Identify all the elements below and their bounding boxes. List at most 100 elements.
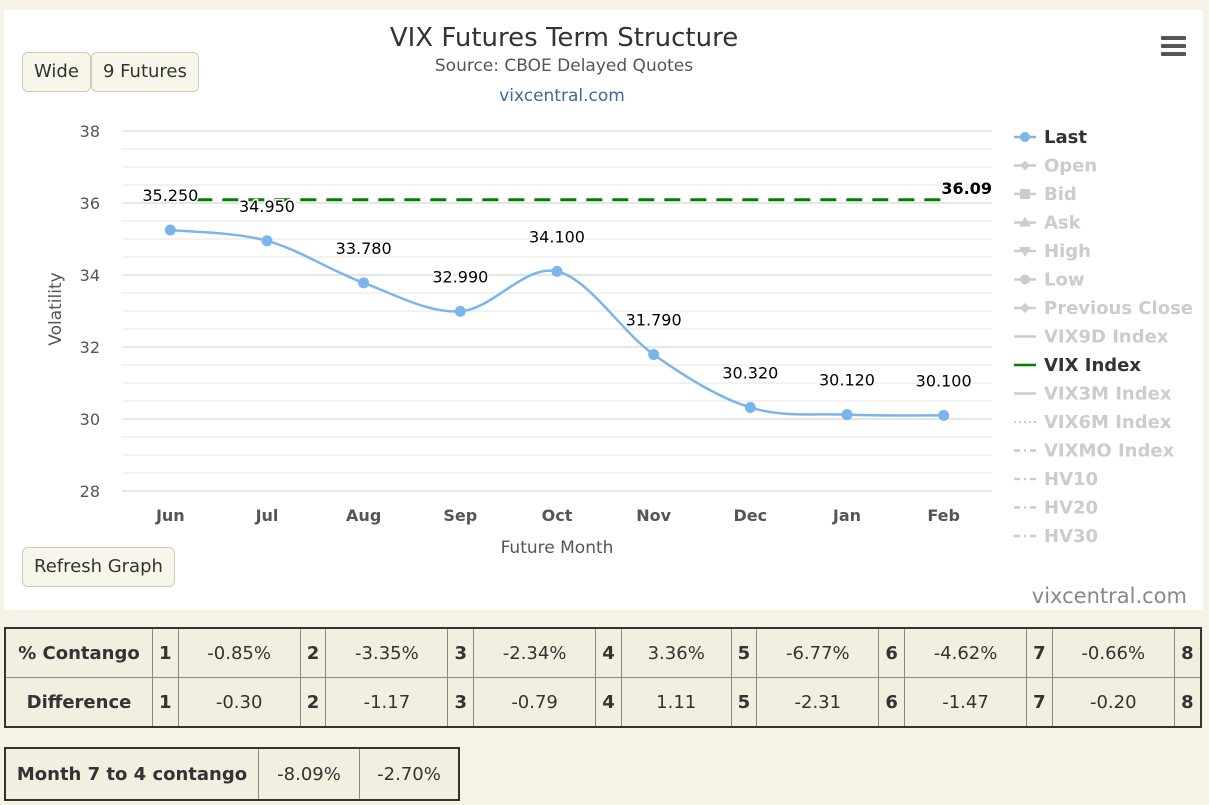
legend-label: HV20 [1044, 498, 1098, 519]
last-point [164, 224, 176, 236]
x-tick-label: Dec [734, 506, 768, 525]
x-tick-label: Oct [542, 506, 573, 525]
chart-svg: VIX Futures Term Structure Source: CBOE … [46, 23, 1193, 608]
month-number: 4 [595, 677, 622, 728]
month-number: 7 [1026, 627, 1053, 678]
legend-item[interactable]: Open [1014, 156, 1097, 177]
legend-square-icon [1020, 189, 1030, 199]
month-number: 5 [730, 627, 758, 678]
legend-item[interactable]: VIX9D Index [1014, 327, 1169, 348]
contango-row-label: % Contango [4, 627, 153, 678]
month-contango-table: Month 7 to 4 contango -8.09% -2.70% [4, 747, 460, 801]
last-point [551, 265, 563, 277]
chart-subtitle: Source: CBOE Delayed Quotes [435, 56, 693, 76]
contango-table: % Contango 1 -0.85% 2 -3.35% 3 -2.34% 4 … [4, 627, 1202, 728]
legend-item[interactable]: VIX3M Index [1014, 384, 1172, 405]
legend-item[interactable]: HV20 [1014, 498, 1098, 519]
series-layer: 36.09 35.250 34.950 33.780 32.990 34.100 31.79… [141, 179, 992, 421]
last-data-label: 34.950 [239, 197, 295, 216]
x-tick-label: Sep [443, 506, 477, 525]
last-point [938, 409, 950, 421]
vixcentral-link[interactable]: vixcentral.com [499, 86, 625, 106]
last-data-label: 35.250 [142, 186, 198, 205]
legend-label: VIX3M Index [1044, 384, 1172, 405]
legend-label: Low [1044, 270, 1084, 291]
axis-layer: 28 30 32 34 36 38 Jun Jul Aug Sep Oct Nov Dec Jan Feb [80, 122, 992, 525]
x-tick-label: Jun [155, 506, 185, 525]
legend-circle-icon [1020, 132, 1030, 142]
legend-label: High [1044, 241, 1091, 262]
legend-item[interactable]: Ask [1014, 213, 1082, 234]
last-point [454, 305, 466, 317]
legend-item[interactable]: VIX Index [1014, 355, 1141, 376]
difference-row-label: Difference [4, 677, 153, 728]
difference-row: Difference 1 -0.30 2 -1.17 3 -0.79 4 1.1… [4, 677, 1202, 728]
difference-value: -2.31 [756, 677, 880, 728]
difference-value: 1.11 [620, 677, 732, 728]
legend: Last Open Bid Ask High Low Previous Close VIX9D… [1014, 127, 1193, 547]
vix-index-label: 36.09 [941, 179, 992, 198]
x-tick-label: Jan [832, 506, 861, 525]
legend-item[interactable]: HV30 [1014, 526, 1098, 547]
y-axis-title: Volatility [46, 272, 66, 345]
month-number: 8 [1173, 627, 1202, 678]
contango-value: -6.77% [756, 627, 880, 678]
last-data-label: 31.790 [626, 311, 682, 330]
legend-triangle-down-icon [1019, 247, 1031, 257]
legend-label: VIX6M Index [1044, 412, 1172, 433]
x-tick-label: Aug [346, 506, 381, 525]
refresh-graph-button[interactable]: Refresh Graph [22, 547, 175, 587]
month-number: 8 [1173, 677, 1202, 728]
contango-value: -0.85% [177, 627, 301, 678]
month-number: 3 [447, 627, 475, 678]
last-point [744, 401, 756, 413]
month-number: 2 [299, 677, 327, 728]
hamburger-menu-icon[interactable] [1157, 32, 1191, 62]
legend-label: Open [1044, 156, 1097, 177]
legend-item[interactable]: VIXMO Index [1014, 441, 1175, 462]
month-number: 7 [1026, 677, 1053, 728]
month-number: 1 [152, 627, 179, 678]
legend-item[interactable]: Last [1014, 127, 1087, 148]
y-tick-label: 30 [80, 410, 100, 429]
legend-label: HV10 [1044, 469, 1098, 490]
x-tick-label: Jul [255, 506, 279, 525]
last-data-label: 30.320 [722, 363, 778, 382]
month-contango-value-2: -2.70% [359, 747, 460, 801]
legend-item[interactable]: VIX6M Index [1014, 412, 1172, 433]
legend-label: Last [1044, 127, 1087, 148]
last-data-label: 32.990 [432, 267, 488, 286]
legend-item[interactable]: High [1014, 241, 1091, 262]
contango-value: -4.62% [903, 627, 1028, 678]
month-number: 1 [152, 677, 179, 728]
chart-title: VIX Futures Term Structure [390, 23, 738, 53]
x-axis-title: Future Month [501, 538, 614, 558]
chart-panel: Wide 9 Futures Refresh Graph VIX Futures… [4, 10, 1203, 610]
y-tick-label: 34 [80, 266, 100, 285]
legend-item[interactable]: HV10 [1014, 469, 1098, 490]
month-number: 6 [878, 627, 905, 678]
legend-label: Ask [1044, 213, 1082, 234]
legend-label: Previous Close [1044, 298, 1193, 319]
legend-item[interactable]: Bid [1014, 184, 1077, 205]
difference-value: -0.30 [177, 677, 301, 728]
last-data-label: 34.100 [529, 227, 585, 246]
watermark-text: vixcentral.com [1032, 584, 1187, 608]
grid-layer [122, 130, 992, 492]
wide-button[interactable]: Wide [22, 52, 91, 92]
y-tick-label: 36 [80, 194, 100, 213]
contango-value: 3.36% [620, 627, 732, 678]
month-contango-value: -8.09% [258, 747, 360, 801]
legend-item[interactable]: Low [1014, 270, 1084, 291]
difference-value: -0.20 [1051, 677, 1175, 728]
last-data-label: 33.780 [336, 239, 392, 258]
contango-row: % Contango 1 -0.85% 2 -3.35% 3 -2.34% 4 … [4, 627, 1202, 678]
contango-value: -2.34% [473, 627, 597, 678]
legend-item[interactable]: Previous Close [1014, 298, 1193, 319]
legend-diamond-icon [1020, 160, 1030, 171]
y-tick-label: 38 [80, 122, 100, 141]
difference-value: -0.79 [473, 677, 597, 728]
legend-label: Bid [1044, 184, 1077, 205]
futures-count-button[interactable]: 9 Futures [91, 52, 199, 92]
contango-value: -0.66% [1051, 627, 1175, 678]
